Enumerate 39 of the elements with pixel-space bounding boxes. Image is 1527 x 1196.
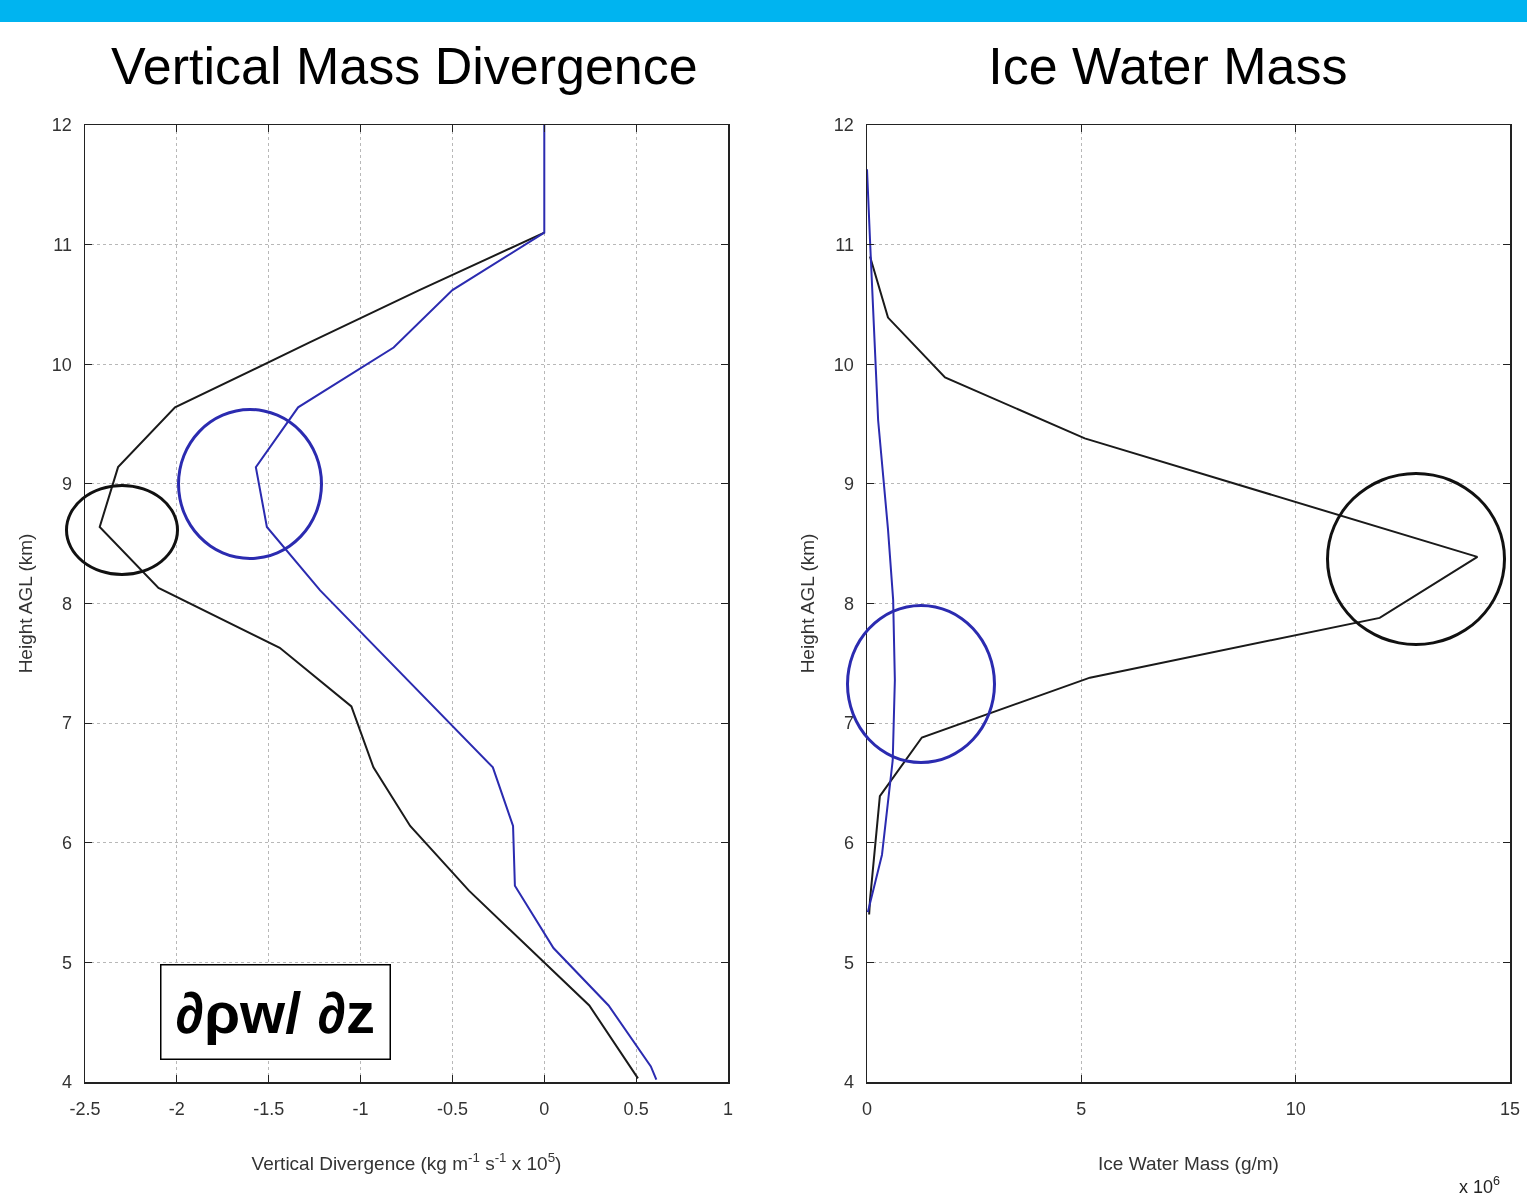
chart-title: Ice Water Mass — [988, 37, 1348, 96]
x-tick-label: 5 — [1076, 1099, 1087, 1120]
y-axis-title: Height AGL (km) — [14, 533, 36, 674]
y-tick-label: 12 — [51, 115, 72, 136]
x-tick-label: 10 — [1285, 1099, 1306, 1120]
y-tick-label: 11 — [53, 234, 72, 255]
y-tick-label: 5 — [843, 952, 854, 973]
x-tick-label: -0.5 — [436, 1099, 468, 1120]
y-tick-label: 8 — [61, 593, 72, 614]
x-tick-label: 1 — [722, 1099, 734, 1120]
x-tick-label: 0 — [539, 1099, 550, 1120]
y-tick-label: 4 — [61, 1072, 72, 1093]
y-tick-label: 12 — [833, 115, 854, 136]
y-tick-label: 7 — [843, 713, 854, 734]
x-axis-title: Ice Water Mass (g/m) — [1098, 1152, 1279, 1174]
chart-title: Vertical Mass Divergence — [111, 37, 698, 96]
y-tick-label: 8 — [843, 593, 854, 614]
y-tick-label: 10 — [51, 354, 72, 375]
line-series — [867, 168, 896, 914]
x-tick-label: 15 — [1499, 1099, 1521, 1120]
x-tick-label: 0 — [861, 1099, 873, 1120]
text: x 10$^{6}$ — [1459, 1174, 1501, 1196]
y-axis-title: Height AGL (km) — [796, 533, 818, 674]
x-tick-label: -2.5 — [69, 1099, 101, 1120]
x-axis-title: Vertical Divergence (kg m$^{-1}$ s$^{-1}$ x 10$^{5}$) — [251, 1149, 562, 1174]
y-tick-label: 5 — [61, 952, 72, 973]
y-tick-label: 6 — [61, 833, 72, 854]
x-tick-label: 0.5 — [623, 1099, 649, 1120]
y-tick-label: 9 — [843, 474, 854, 495]
x-tick-label: -1 — [352, 1099, 369, 1120]
x-tick-label: -1.5 — [253, 1099, 285, 1120]
y-tick-label: 10 — [833, 354, 854, 375]
y-tick-label: 11 — [835, 234, 854, 255]
annotation: ∂ρw/ ∂z — [175, 979, 376, 1045]
y-tick-label: 9 — [61, 474, 72, 495]
y-tick-label: 6 — [843, 833, 854, 854]
x-tick-label: -2 — [168, 1099, 185, 1120]
y-tick-label: 7 — [61, 713, 72, 734]
y-tick-label: 4 — [843, 1072, 854, 1093]
